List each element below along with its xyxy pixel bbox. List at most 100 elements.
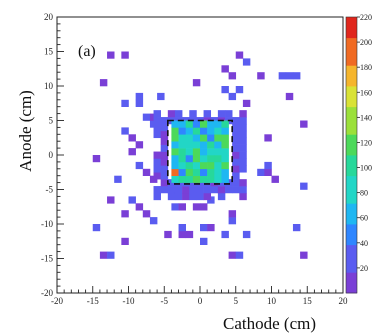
color-scale-segment [346, 265, 357, 273]
color-scale-segment [346, 120, 357, 128]
heatmap-cell [128, 134, 136, 142]
color-scale-segment [346, 155, 357, 163]
heatmap-cell [239, 123, 247, 132]
color-scale-segment [346, 141, 357, 149]
heatmap-cell [232, 158, 240, 166]
heatmap-cell [221, 86, 229, 94]
color-scale-frame [345, 16, 358, 294]
heatmap-cell [153, 186, 161, 194]
color-scale-segment [346, 217, 357, 225]
y-tick-label: 0 [49, 150, 54, 160]
color-scale-segment [346, 258, 357, 266]
heatmap-cell [171, 168, 179, 176]
heatmap-cell [192, 161, 201, 170]
heatmap-cell [214, 120, 222, 128]
heatmap-cell [167, 186, 176, 194]
heatmap-cell [135, 141, 144, 149]
heatmap-cell [221, 141, 229, 149]
color-scale-tick-label: 120 [360, 138, 372, 147]
heatmap-cell [200, 175, 208, 183]
heatmap-cell [153, 165, 161, 173]
heatmap-cell [171, 161, 179, 170]
heatmap-cell [207, 120, 215, 128]
y-tick-label: -10 [41, 219, 53, 229]
heatmap-cell [178, 127, 186, 135]
heatmap-cell [200, 141, 208, 149]
heatmap-cell [149, 217, 158, 225]
heatmap-cell [160, 158, 169, 166]
heatmap-cell [128, 196, 136, 204]
heatmap-cell [239, 137, 247, 145]
heatmap-cell [192, 127, 201, 135]
heatmap-cell [200, 224, 208, 232]
heatmap-cell [142, 113, 151, 121]
heatmap-cell [239, 130, 247, 139]
heatmap-cell [171, 203, 179, 211]
y-axis: -20 -15 -10 -5 0 5 10 15 20 [41, 12, 64, 298]
heatmap-cell [174, 192, 183, 201]
heatmap-cell [207, 155, 215, 163]
heatmap-cell [257, 168, 265, 176]
heatmap-cell [232, 151, 240, 159]
heatmap-cell [239, 151, 247, 159]
heatmap-cell [242, 230, 251, 239]
heatmap-cell [200, 203, 208, 211]
heatmap-cell [242, 58, 251, 66]
heatmap-cell [107, 51, 115, 59]
heatmap-cell [92, 224, 101, 232]
heatmap-cell [185, 120, 194, 128]
heatmap-cell [171, 141, 179, 149]
color-scale-segment [346, 251, 357, 259]
color-scale-segment [346, 237, 357, 246]
heatmap-cell [239, 179, 247, 187]
heatmap-cell [239, 158, 247, 166]
heatmap-cell [178, 141, 186, 149]
heatmap-cell [192, 155, 201, 163]
heatmap-cell [192, 141, 201, 149]
heatmap-cell [232, 172, 240, 180]
heatmap-cell [178, 224, 186, 232]
heatmap-cell [121, 127, 129, 135]
color-scale-tick-label: 80 [360, 189, 368, 198]
heatmap-cell [221, 161, 229, 170]
color-scale-segment [346, 189, 357, 197]
heatmap-cell [174, 186, 183, 194]
heatmap-plot-area: -20 -15 -10 -5 0 5 10 15 20 -20-15-10-505101520 … [41, 12, 348, 306]
heatmap-cell [210, 186, 219, 194]
heatmap-cell [235, 251, 244, 259]
heatmap-cell [217, 186, 226, 194]
heatmap-cell [185, 141, 194, 149]
heatmap-cell [171, 120, 179, 128]
y-tick-label: 15 [44, 47, 54, 57]
heatmap-cell [192, 120, 201, 128]
heatmap-cell [135, 161, 144, 170]
heatmap-cell [239, 144, 247, 152]
color-scale-segment [346, 79, 357, 87]
heatmap-cell [185, 230, 194, 239]
marked-region-box [167, 119, 233, 185]
heatmap-cell [178, 203, 186, 211]
heatmap-cell [228, 72, 237, 80]
heatmap-cell [271, 175, 279, 183]
color-scale-segment [346, 175, 357, 183]
heatmap-cell [239, 110, 247, 118]
color-scale-segment [346, 44, 357, 52]
heatmap-cell [189, 192, 197, 201]
heatmap-cell [300, 251, 308, 259]
heatmap-cell [192, 148, 201, 156]
heatmap-cell [264, 168, 272, 176]
color-scale-segment [346, 148, 357, 156]
heatmap-cell [200, 148, 208, 156]
heatmap-cell [207, 161, 215, 170]
heatmap-cell [228, 217, 237, 225]
heatmap-cell [182, 192, 190, 201]
heatmap-cell [225, 110, 233, 118]
heatmap-cell [239, 186, 247, 194]
heatmap-cell [221, 148, 229, 156]
heatmap-cell [160, 172, 169, 180]
heatmap-cell [239, 117, 247, 125]
heatmap-cell [232, 186, 240, 194]
heatmap-cell [221, 230, 229, 239]
heatmap-cell [214, 141, 222, 149]
heatmap-cell [160, 130, 169, 139]
